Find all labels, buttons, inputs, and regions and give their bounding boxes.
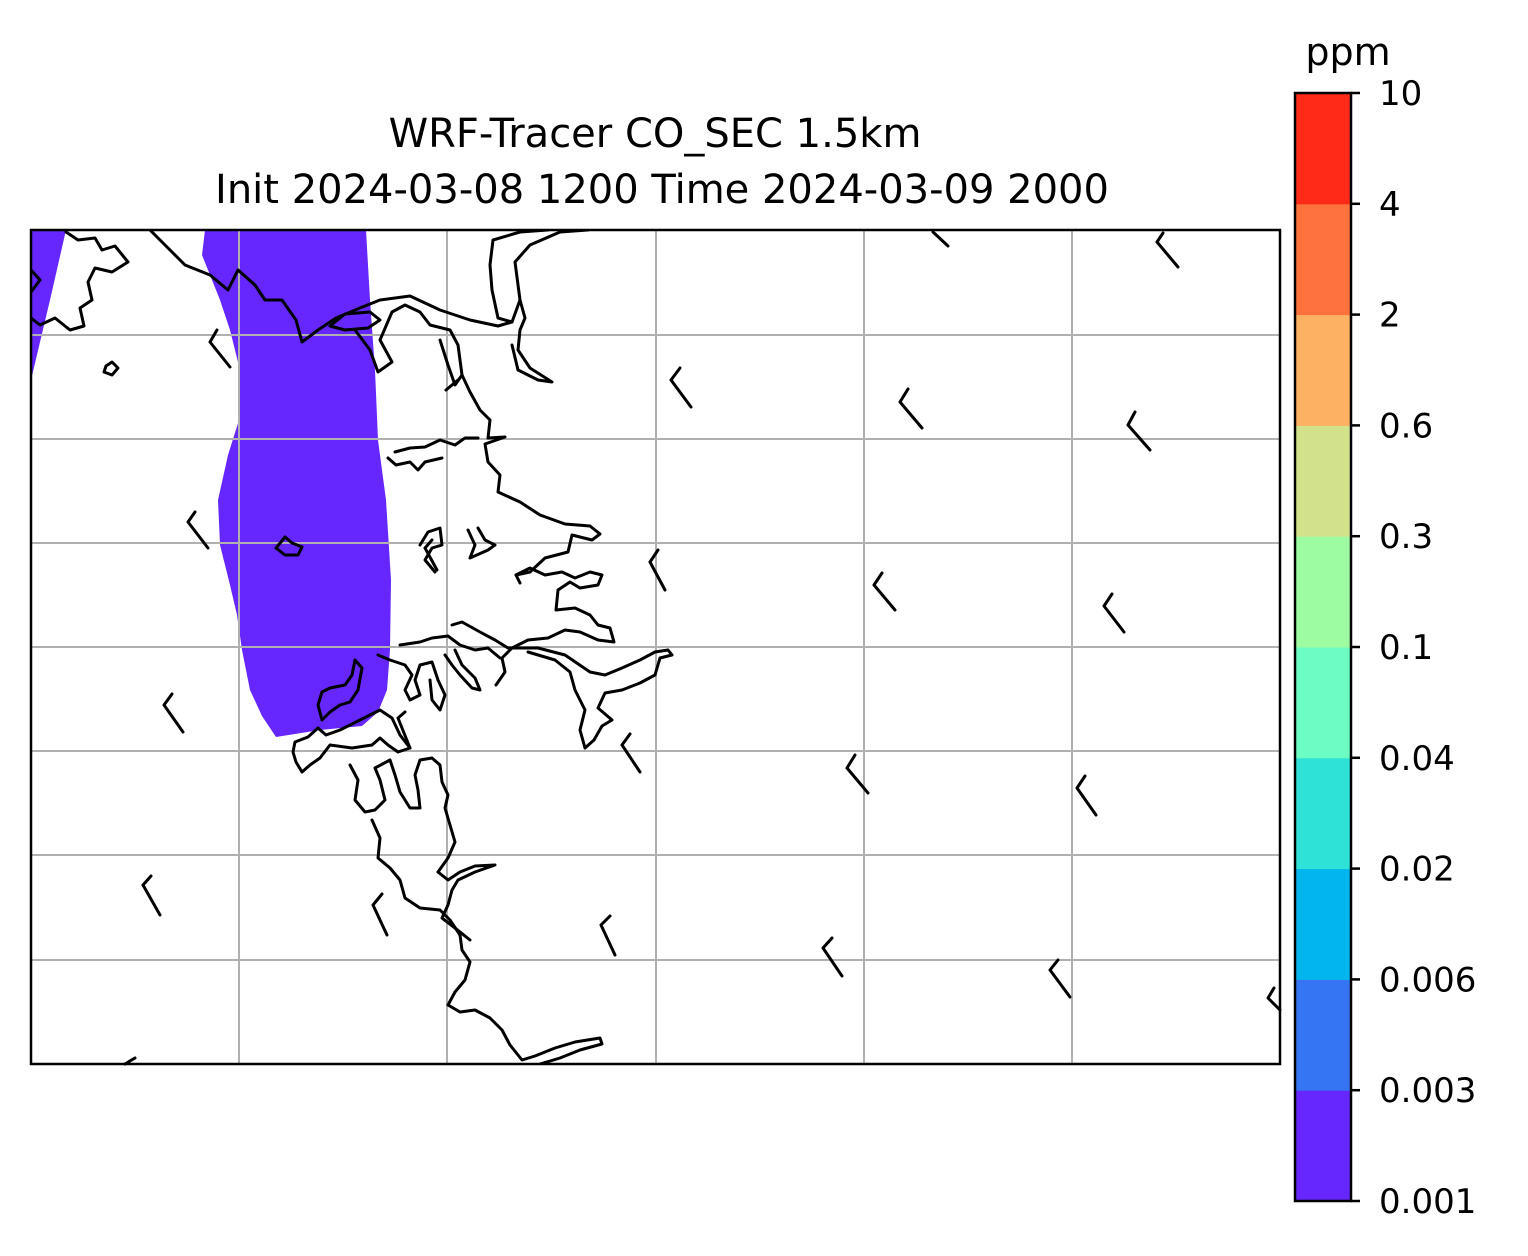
wind-barb: [1048, 958, 1072, 999]
chart-title-line2: Init 2024-03-08 1200 Time 2024-03-09 200…: [215, 167, 1109, 213]
wind-barb: [821, 936, 844, 978]
wind-barb: [141, 874, 162, 917]
colorbar-segment: [1295, 757, 1351, 870]
colorbar-tick-label: 0.001: [1379, 1182, 1476, 1222]
colorbar-ticks: 0.001 0.003 0.006 0.02 0.04 0.1 0.3 0.6 2 4 10: [1351, 74, 1476, 1222]
wind-barb: [648, 548, 667, 592]
chart-title-line1: WRF-Tracer CO_SEC 1.5km: [389, 111, 922, 157]
wind-barb: [845, 753, 870, 795]
wind-barb: [162, 692, 185, 734]
wind-barb: [396, 710, 412, 750]
wind-barb: [1075, 774, 1098, 817]
colorbar-tick-label: 0.02: [1379, 850, 1455, 890]
colorbar-tick-label: 0.6: [1379, 406, 1433, 446]
wind-barb: [620, 732, 642, 774]
colorbar-tick-label: 0.04: [1379, 739, 1455, 779]
coastline-mid-inlets: [418, 526, 497, 574]
wind-barb: [1155, 231, 1180, 269]
wind-barb: [186, 510, 210, 550]
colorbar-tick-label: 0.3: [1379, 517, 1433, 557]
colorbar-tick-label: 0.003: [1379, 1071, 1476, 1111]
coastline-river-north: [488, 230, 590, 384]
map-panel: [29, 228, 1282, 1066]
coastline-inlet-a: [438, 338, 464, 392]
wind-barb: [872, 571, 897, 612]
coastline-peninsula-east: [353, 303, 602, 585]
colorbar-tick-label: 0.1: [1379, 628, 1433, 668]
coastline-northwest: [31, 230, 130, 332]
colorbar-unit: ppm: [1305, 30, 1390, 74]
wind-barb: [1266, 986, 1282, 1012]
wind-barb: [1126, 410, 1152, 452]
colorbar-segment: [1295, 1090, 1351, 1202]
wind-barb: [669, 366, 693, 409]
tracer-plume-west: [31, 230, 66, 380]
colorbar-tick-label: 4: [1379, 185, 1401, 225]
coastline-north-shore: [148, 230, 514, 344]
colorbar-segment: [1295, 203, 1351, 316]
coastline-mid-east: [494, 566, 616, 687]
colorbar-segments: [1295, 93, 1351, 1202]
wind-barb: [931, 230, 950, 248]
map-frame: [29, 228, 1282, 1066]
wind-barb: [599, 914, 617, 957]
coastline-bay-inner: [328, 310, 382, 332]
colorbar-segment: [1295, 314, 1351, 426]
coastline-delta-center: [376, 648, 482, 712]
colorbar-segment: [1295, 536, 1351, 648]
colorbar-tick-label: 2: [1379, 296, 1401, 336]
colorbar-segment: [1295, 868, 1351, 980]
coastline-south-bay: [398, 620, 674, 750]
tracer-plume-main: [202, 230, 391, 737]
colorbar-segment: [1295, 425, 1351, 537]
coastline-river-south: [348, 756, 604, 1064]
wind-barbs: [123, 230, 1282, 1066]
wind-barb: [208, 328, 232, 369]
coastline-delta-south: [291, 708, 412, 774]
colorbar-tick-label: 0.006: [1379, 960, 1476, 1000]
colorbar: ppm 0.001 0.003 0.006 0.02 0.04 0.1 0.3 0.6 2 4 10: [1293, 30, 1476, 1222]
colorbar-segment: [1295, 93, 1351, 205]
colorbar-segment: [1295, 647, 1351, 759]
coastline-delta-west: [316, 658, 364, 722]
gridlines: [31, 230, 1280, 1064]
colorbar-segment: [1295, 979, 1351, 1091]
coastline-mid-shore: [386, 436, 480, 472]
wind-barb: [898, 387, 924, 430]
wind-barb: [371, 892, 389, 937]
colorbar-tick-label: 10: [1379, 74, 1422, 114]
coastline-island-plume: [274, 535, 304, 557]
coastline-nw-small: [31, 268, 42, 294]
wind-barb: [1102, 592, 1126, 634]
coastlines: [31, 230, 674, 1064]
coastline-island-small: [102, 360, 120, 377]
coastline-river-south-b: [436, 863, 497, 942]
wind-barb: [423, 538, 439, 572]
